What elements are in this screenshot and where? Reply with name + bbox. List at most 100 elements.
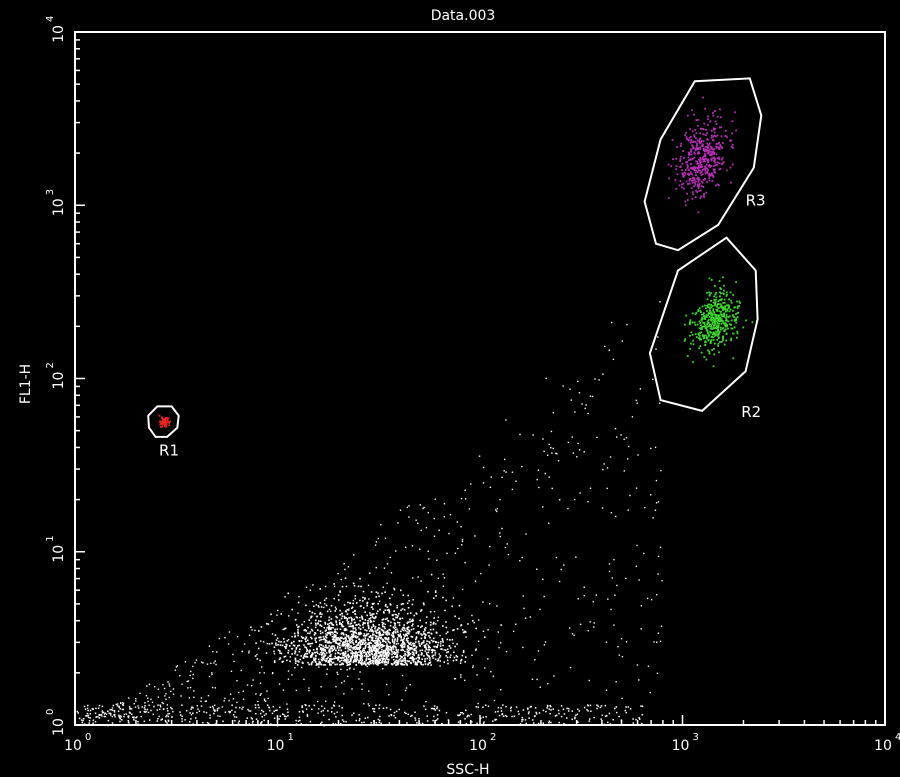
event-dot xyxy=(504,714,507,717)
event-dot xyxy=(321,653,324,656)
event-dot xyxy=(455,655,458,657)
event-dot xyxy=(552,708,554,710)
event-dot xyxy=(255,718,258,720)
event-dot xyxy=(542,709,545,712)
event-dot xyxy=(319,632,322,635)
event-dot xyxy=(316,663,318,665)
event-dot xyxy=(363,655,366,657)
event-dots xyxy=(76,301,663,727)
region-dot xyxy=(703,196,706,199)
region-dot xyxy=(695,142,698,145)
event-dot xyxy=(86,715,88,717)
event-dot xyxy=(297,631,299,633)
event-dot xyxy=(635,565,638,568)
event-dot xyxy=(200,697,203,699)
event-dot xyxy=(346,642,349,645)
event-dot xyxy=(157,704,159,706)
region-dot xyxy=(707,159,710,162)
event-dot xyxy=(435,595,437,597)
region-outline[interactable] xyxy=(643,77,763,252)
event-dot xyxy=(109,712,112,715)
event-dot xyxy=(333,712,336,715)
event-dot xyxy=(354,609,356,612)
event-dot xyxy=(378,647,381,649)
event-dot xyxy=(362,638,364,641)
event-dot xyxy=(524,617,527,619)
region-dot xyxy=(709,331,712,334)
event-dot xyxy=(365,652,367,655)
event-dot xyxy=(424,644,427,646)
event-dot xyxy=(404,644,406,646)
event-dot xyxy=(426,720,429,722)
event-dot xyxy=(385,648,388,651)
event-dot xyxy=(318,663,320,666)
event-dot xyxy=(587,412,589,415)
event-dot xyxy=(373,708,376,710)
event-dot xyxy=(238,720,240,722)
event-dot xyxy=(562,385,564,387)
event-dot xyxy=(301,666,303,669)
event-dot xyxy=(117,710,120,712)
region-dot xyxy=(705,314,708,317)
event-dot xyxy=(405,637,408,640)
event-dot xyxy=(371,645,374,647)
event-dot xyxy=(638,718,641,720)
region-dot xyxy=(714,159,716,161)
region-outline[interactable] xyxy=(648,236,759,413)
event-dot xyxy=(377,651,380,654)
event-dot xyxy=(418,717,420,720)
region-dot xyxy=(731,132,734,135)
region-dot xyxy=(710,319,712,321)
y-tick-label: 104 xyxy=(45,16,67,43)
event-dot xyxy=(286,644,288,646)
region-dot xyxy=(720,292,722,295)
region-dot xyxy=(729,139,731,142)
event-dot xyxy=(308,687,310,689)
event-dot xyxy=(206,721,209,724)
region-dot xyxy=(698,158,700,161)
event-dot xyxy=(252,720,254,723)
event-dot xyxy=(530,705,533,708)
event-dot xyxy=(415,519,417,521)
event-dot xyxy=(511,715,513,718)
region-dot xyxy=(702,186,705,188)
event-dot xyxy=(266,642,269,645)
region-dot xyxy=(723,293,725,295)
event-dot xyxy=(368,617,371,620)
event-dot xyxy=(191,712,194,715)
event-dot xyxy=(339,664,341,666)
event-dot xyxy=(349,648,352,651)
event-dot xyxy=(328,622,331,625)
event-dot xyxy=(420,529,422,532)
event-dot xyxy=(399,655,402,657)
region-dot xyxy=(704,177,706,180)
event-dot xyxy=(442,573,444,575)
region-outline[interactable] xyxy=(147,405,180,438)
region-dot xyxy=(719,145,722,148)
event-dot xyxy=(404,654,407,656)
event-dot xyxy=(324,635,327,638)
event-dot xyxy=(372,640,375,642)
event-dot xyxy=(380,722,382,724)
event-dot xyxy=(409,621,411,623)
event-dot xyxy=(374,662,377,665)
region-dot xyxy=(698,320,701,323)
event-dot xyxy=(464,498,467,500)
event-dot xyxy=(445,621,447,623)
region-dot xyxy=(720,298,723,300)
event-dot xyxy=(204,700,207,703)
event-dot xyxy=(426,715,428,717)
event-dot xyxy=(412,599,414,601)
event-dot xyxy=(451,638,454,641)
region-dot xyxy=(693,177,696,179)
event-dot xyxy=(279,652,281,654)
event-dot xyxy=(438,709,441,712)
region-dot xyxy=(697,119,699,121)
event-dot xyxy=(345,660,347,663)
event-dot xyxy=(287,678,290,680)
region-dot xyxy=(703,122,706,125)
region-dot xyxy=(715,326,718,328)
event-dot xyxy=(88,719,91,722)
event-dot xyxy=(344,659,346,662)
region-dot xyxy=(721,320,724,322)
